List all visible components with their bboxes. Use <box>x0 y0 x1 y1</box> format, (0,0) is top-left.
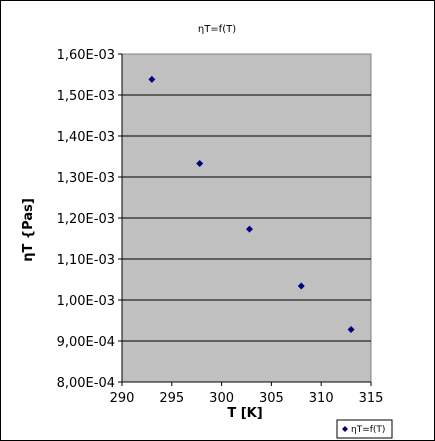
x-tick-label: 290 <box>110 391 135 406</box>
x-tick-labels: 290 295 300 305 310 315 <box>110 382 384 406</box>
data-point <box>148 75 156 83</box>
data-point <box>347 326 355 334</box>
y-tick-label: 1,10E-03 <box>57 253 115 268</box>
chart-title: ηT=f(T) <box>198 24 236 35</box>
data-point <box>297 282 305 290</box>
y-axis-title: ηT {Pas] <box>21 198 36 262</box>
y-tick-label: 9,00E-04 <box>57 335 115 350</box>
y-tick-label: 8,00E-04 <box>57 376 115 391</box>
grid-lines <box>122 94 371 342</box>
x-axis-title: T [K] <box>227 406 262 421</box>
y-tick-label: 1,20E-03 <box>57 212 115 227</box>
legend-label: ηT=f(T) <box>351 425 385 435</box>
data-point <box>245 225 253 233</box>
x-tick-label: 305 <box>259 391 284 406</box>
y-tick-labels: 8,00E-04 9,00E-04 1,00E-03 1,10E-03 1,20E-03… <box>57 48 122 391</box>
legend: ηT=f(T) <box>336 419 393 439</box>
legend-marker <box>342 426 348 432</box>
legend-box <box>336 419 393 439</box>
data-points <box>148 75 355 334</box>
x-tick-label: 315 <box>359 391 384 406</box>
x-tick-label: 310 <box>309 391 334 406</box>
x-tick-label: 300 <box>209 391 234 406</box>
y-tick-label: 1,00E-03 <box>57 294 115 309</box>
x-tick-label: 295 <box>159 391 184 406</box>
y-tick-label: 1,60E-03 <box>57 48 115 63</box>
y-tick-label: 1,50E-03 <box>57 89 115 104</box>
y-tick-label: 1,30E-03 <box>57 171 115 186</box>
y-tick-label: 1,40E-03 <box>57 130 115 145</box>
data-point <box>196 159 204 167</box>
